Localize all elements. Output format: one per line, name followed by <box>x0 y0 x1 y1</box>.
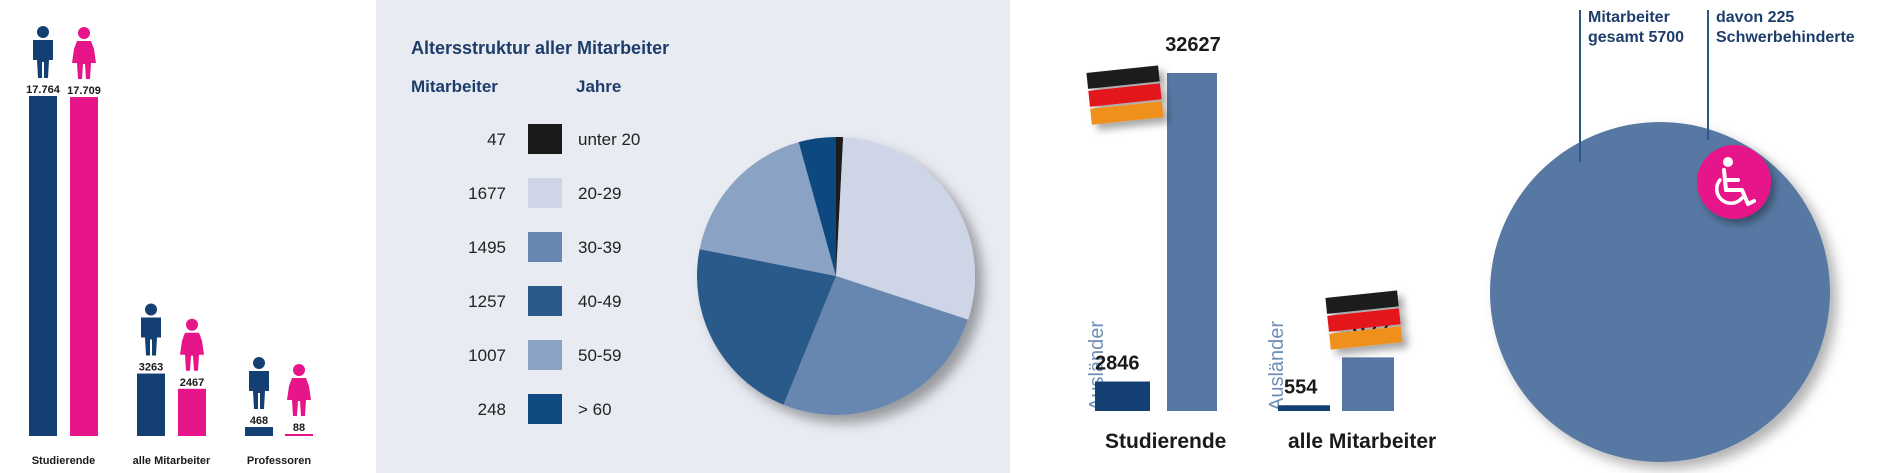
male-person-icon <box>33 26 53 78</box>
disability-chart: Mitarbeiter gesamt 5700 davon 225 Schwer… <box>1490 9 1855 462</box>
auslaender-value: 554 <box>1284 376 1318 398</box>
legend-swatch <box>528 394 562 424</box>
part-label-line2: Schwerbehinderte <box>1716 29 1855 46</box>
legend-label: 50-59 <box>578 346 621 365</box>
category-label: Studierende <box>32 455 96 467</box>
pie-slice <box>783 276 968 415</box>
category-label: alle Mitarbeiter <box>133 455 211 467</box>
pie-slice <box>798 137 836 276</box>
col-header-mitarbeiter: Mitarbeiter <box>411 77 498 96</box>
wheelchair-icon <box>1697 145 1771 219</box>
total-label-line1: Mitarbeiter <box>1588 9 1670 26</box>
pie-slice <box>699 142 836 276</box>
auslaender-label: Ausländer <box>1266 321 1288 411</box>
bar-value-label: 17.709 <box>67 85 101 97</box>
legend-value: 1677 <box>468 184 506 203</box>
legend-value: 248 <box>478 400 506 419</box>
male-bar <box>245 427 273 436</box>
male-person-icon <box>141 303 161 356</box>
total-bar <box>1342 357 1394 411</box>
legend-value: 1007 <box>468 346 506 365</box>
col-header-jahre: Jahre <box>576 77 621 96</box>
german-flag-icon <box>1086 65 1164 125</box>
pie-slice <box>836 137 975 320</box>
legend-label: 20-29 <box>578 184 621 203</box>
male-bar <box>137 373 165 436</box>
female-bar <box>178 388 206 436</box>
pie-slice <box>836 137 844 276</box>
male-person-icon <box>249 357 269 410</box>
bar-value-label: 3263 <box>139 362 163 374</box>
gender-bar-chart: 17.764 17.709 Studierende 3263 2467 alle Mita… <box>26 26 313 467</box>
legend-swatch <box>528 124 562 154</box>
group-label: Studierende <box>1105 430 1226 453</box>
female-bar <box>285 434 313 436</box>
legend-swatch <box>528 232 562 262</box>
legend-label: unter 20 <box>578 130 640 149</box>
female-person-icon <box>72 27 96 80</box>
total-bar <box>1167 73 1217 411</box>
auslaender-bar <box>1095 381 1150 411</box>
bar-value-label: 2467 <box>180 377 204 389</box>
bar-value-label: 17.764 <box>26 84 61 96</box>
legend-swatch <box>528 286 562 316</box>
auslaender-value: 2846 <box>1095 353 1140 375</box>
female-bar <box>70 97 98 437</box>
total-employees-circle <box>1490 122 1830 462</box>
category-label: Professoren <box>247 455 311 467</box>
age-chart-title: Altersstruktur aller Mitarbeiter <box>411 38 669 58</box>
part-label-line1: davon 225 <box>1716 9 1794 26</box>
legend-value: 1257 <box>468 292 506 311</box>
female-person-icon <box>287 364 311 416</box>
legend-label: > 60 <box>578 400 612 419</box>
total-label-line2: gesamt 5700 <box>1588 29 1684 46</box>
pie-slice <box>697 249 836 405</box>
legend-label: 30-39 <box>578 238 621 257</box>
legend-value: 1495 <box>468 238 506 257</box>
female-person-icon <box>180 318 204 371</box>
bar-value-label: 468 <box>250 415 268 427</box>
legend-swatch <box>528 178 562 208</box>
auslaender-bar <box>1278 405 1330 411</box>
legend-swatch <box>528 340 562 370</box>
group-label: alle Mitarbeiter <box>1288 430 1436 453</box>
bar-value-label: 88 <box>293 422 305 434</box>
legend-value: 47 <box>487 130 506 149</box>
german-flag-icon <box>1325 290 1403 350</box>
legend-label: 40-49 <box>578 292 621 311</box>
age-structure-chart: Altersstruktur aller Mitarbeiter Mitarbe… <box>376 0 1010 473</box>
male-bar <box>29 96 57 436</box>
foreigners-bar-chart: Ausländer284632627StudierendeAusländer55… <box>1086 34 1436 453</box>
total-value: 32627 <box>1165 34 1221 56</box>
